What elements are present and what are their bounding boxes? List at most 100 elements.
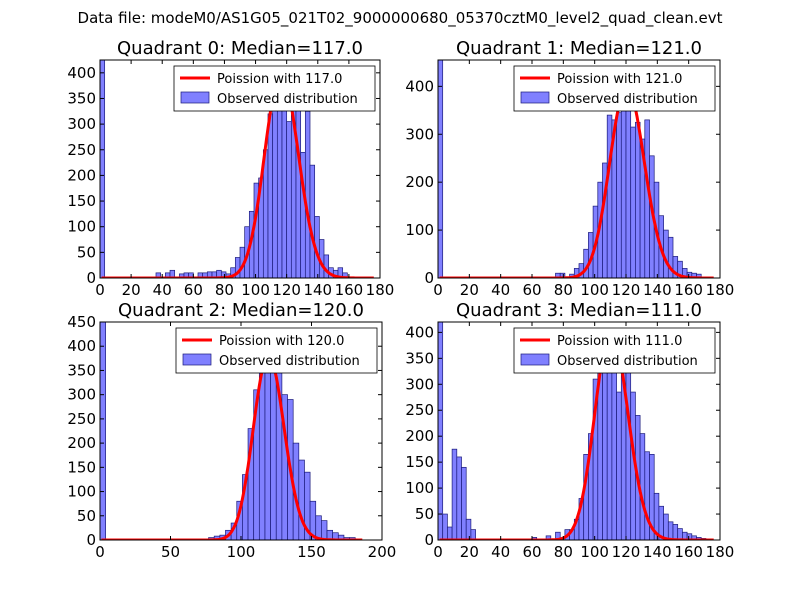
axes-frame <box>99 59 381 279</box>
legend-box <box>175 327 378 374</box>
x-tick-label: 80 <box>554 543 573 561</box>
x-tick-label: 80 <box>554 281 573 299</box>
legend-box <box>513 65 716 112</box>
y-tick-label: 300 <box>67 115 96 133</box>
histogram-bar <box>606 114 613 278</box>
histogram-bar <box>438 60 444 278</box>
histogram-bar <box>298 459 305 540</box>
x-tick-label: 140 <box>303 281 332 299</box>
x-tick-label: 120 <box>272 281 301 299</box>
legend-bars-swatch <box>182 353 212 366</box>
x-tick-label: 80 <box>215 281 234 299</box>
histogram-bar <box>677 528 683 540</box>
subplot-quadrant-0: 0 20 40 60 80 100 120 140 160 1800501001502002503… <box>67 38 394 299</box>
y-tick-label: 200 <box>405 427 434 445</box>
y-tick-label: 350 <box>67 89 96 107</box>
x-tick-label: 0 <box>433 281 443 299</box>
poisson-curve <box>439 84 714 278</box>
x-tick-label: 100 <box>241 281 270 299</box>
x-tick-label: 60 <box>522 281 541 299</box>
x-tick-label: 100 <box>580 543 609 561</box>
x-tick-label: 100 <box>580 281 609 299</box>
x-tick-label: 160 <box>335 281 364 299</box>
histogram-bar <box>625 352 632 540</box>
histogram-bar <box>616 112 622 278</box>
axes-frame <box>437 59 721 279</box>
x-tick-label: 120 <box>612 543 641 561</box>
subplot-title: Quadrant 2: Median=120.0 <box>118 300 364 321</box>
y-tick-label: 350 <box>67 361 96 379</box>
y-tick-label: 250 <box>67 410 96 428</box>
poisson-curve <box>101 354 363 540</box>
y-tick-label: 250 <box>67 141 96 159</box>
subplot-grid: 0 20 40 60 80 100 120 140 160 1800501001502002503… <box>67 38 734 561</box>
y-tick-label: 450 <box>67 313 96 331</box>
subplot-title: Quadrant 3: Median=111.0 <box>456 300 702 321</box>
histogram-bar <box>304 110 311 278</box>
x-tick-label: 20 <box>460 281 479 299</box>
legend-bars-label: Observed distribution <box>219 354 360 369</box>
subplot-quadrant-3: 0 20 40 60 80 100 120 140 160 1800501001502002503… <box>405 300 734 561</box>
x-tick-label: 60 <box>184 281 203 299</box>
histogram-bar <box>272 108 278 278</box>
x-tick-label: 0 <box>95 281 105 299</box>
x-tick-label: 100 <box>227 543 256 561</box>
legend-bars-swatch <box>180 91 210 104</box>
x-tick-label: 60 <box>522 543 541 561</box>
x-tick-label: 160 <box>674 281 703 299</box>
histogram-bar <box>451 448 458 540</box>
histogram-bar <box>644 451 650 540</box>
subplot-title: Quadrant 0: Median=117.0 <box>117 38 363 59</box>
y-tick-label: 200 <box>67 434 96 452</box>
histogram-bar <box>602 363 608 540</box>
histogram-bar <box>438 322 444 540</box>
x-tick-label: 40 <box>491 281 510 299</box>
histogram-bar <box>321 520 328 540</box>
x-tick-label: 0 <box>95 543 105 561</box>
x-tick-label: 20 <box>460 543 479 561</box>
y-tick-label: 400 <box>405 77 434 95</box>
legend-curve-label: Poission with 117.0 <box>217 72 342 87</box>
y-tick-label: 200 <box>67 166 96 184</box>
histogram-bar <box>295 103 302 278</box>
x-tick-label: 40 <box>153 281 172 299</box>
histogram-bar <box>559 272 566 278</box>
histogram-bar <box>267 113 274 278</box>
y-tick-label: 150 <box>405 453 434 471</box>
subplot-quadrant-2: 0 50 100 150 200 0 50 100 150 200 250 300 350 400 450 Q… <box>67 300 396 561</box>
histogram-bar <box>100 322 106 540</box>
legend: Poission with 111.0 Observed distribution <box>513 327 716 374</box>
y-tick-label: 50 <box>77 507 96 525</box>
y-tick-label: 100 <box>67 218 96 236</box>
x-tick-label: 20 <box>122 281 141 299</box>
histogram-bar <box>264 355 271 540</box>
y-tick-label: 300 <box>405 375 434 393</box>
y-tick-label: 100 <box>67 483 96 501</box>
y-tick-label: 250 <box>405 401 434 419</box>
poisson-curve <box>101 71 374 278</box>
x-tick-label: 120 <box>612 281 641 299</box>
x-tick-label: 160 <box>674 543 703 561</box>
x-tick-label: 140 <box>643 543 672 561</box>
y-tick-label: 50 <box>77 243 96 261</box>
histogram-bar <box>663 513 669 540</box>
legend-bars-swatch <box>520 91 550 104</box>
figure-suptitle: Data file: modeM0/AS1G05_021T02_90000006… <box>78 9 723 28</box>
y-tick-label: 150 <box>67 192 96 210</box>
x-tick-label: 140 <box>643 281 672 299</box>
subplot-title: Quadrant 1: Median=121.0 <box>456 38 702 59</box>
y-tick-label: 0 <box>424 269 434 287</box>
histogram-bar <box>270 357 277 540</box>
x-tick-label: 40 <box>491 543 510 561</box>
x-tick-label: 0 <box>433 543 443 561</box>
legend: Poission with 121.0 Observed distribution <box>513 65 716 112</box>
legend-curve-label: Poission with 121.0 <box>557 72 682 87</box>
legend-bars-swatch <box>520 353 550 366</box>
histogram-bar <box>616 391 622 540</box>
subplot-quadrant-1: 0 20 40 60 80 100 120 140 160 1800100200300400Qua… <box>405 38 734 299</box>
histogram-bar <box>672 524 679 540</box>
x-tick-label: 180 <box>706 281 735 299</box>
histogram-bar <box>635 121 641 278</box>
histogram-bar <box>442 513 448 540</box>
